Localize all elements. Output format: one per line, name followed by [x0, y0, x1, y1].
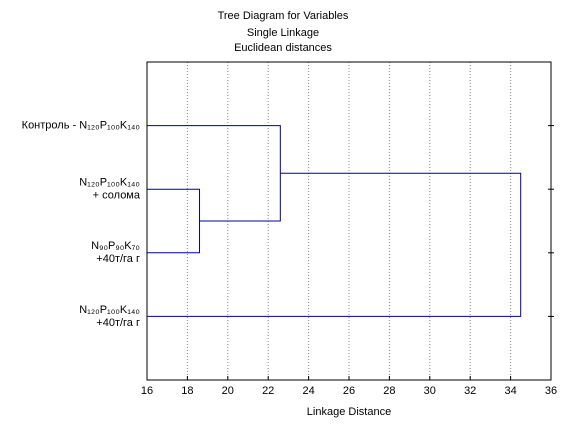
- chart-subtitle: Euclidean distances: [234, 42, 332, 54]
- dendrogram-link: [147, 172, 522, 317]
- plot-frame: [146, 61, 552, 381]
- x-tick-label: 18: [181, 385, 193, 397]
- leaf-label: N₁₂₀P₁₀₀K₁₄₀: [79, 177, 140, 189]
- leaf-label: +40т/га г: [96, 253, 140, 265]
- chart-subtitle: Single Linkage: [247, 27, 319, 39]
- leaf-label: +40т/га г: [96, 317, 140, 329]
- leaf-label: N₁₂₀P₁₀₀K₁₄₀: [79, 304, 140, 316]
- leaf-label: + солома: [93, 190, 141, 202]
- leaf-label: N₉₀P₉₀K₇₀: [91, 240, 140, 252]
- x-tick-label: 36: [545, 385, 557, 397]
- x-tick-label: 30: [424, 385, 436, 397]
- x-tick-label: 24: [302, 385, 314, 397]
- leaf-label: Контроль - N₁₂₀P₁₀₀K₁₄₀: [22, 120, 140, 132]
- x-tick-label: 28: [383, 385, 395, 397]
- x-tick-label: 26: [343, 385, 355, 397]
- x-tick-label: 34: [504, 385, 516, 397]
- x-axis-label: Linkage Distance: [307, 406, 391, 418]
- x-tick-label: 16: [141, 385, 153, 397]
- chart-title: Tree Diagram for Variables: [218, 10, 349, 22]
- x-tick-label: 22: [262, 385, 274, 397]
- x-tick-label: 32: [464, 385, 476, 397]
- x-tick-label: 20: [222, 385, 234, 397]
